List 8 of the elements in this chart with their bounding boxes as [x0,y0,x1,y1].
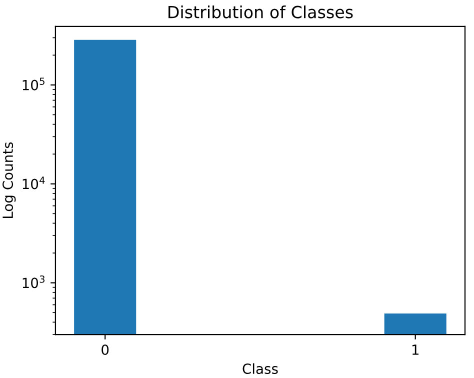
chart-title: Distribution of Classes [168,5,353,18]
y-tick-label: 10$^{3}$ [22,275,45,288]
y-axis-title: Log Counts [2,142,16,218]
x-tick-label: 0 [102,344,109,356]
y-tick-label: 10$^{5}$ [22,78,44,90]
x-axis-title: Class [242,363,278,374]
x-tick-label: 1 [412,344,418,355]
y-tick-label: 10$^{4}$ [22,176,45,190]
